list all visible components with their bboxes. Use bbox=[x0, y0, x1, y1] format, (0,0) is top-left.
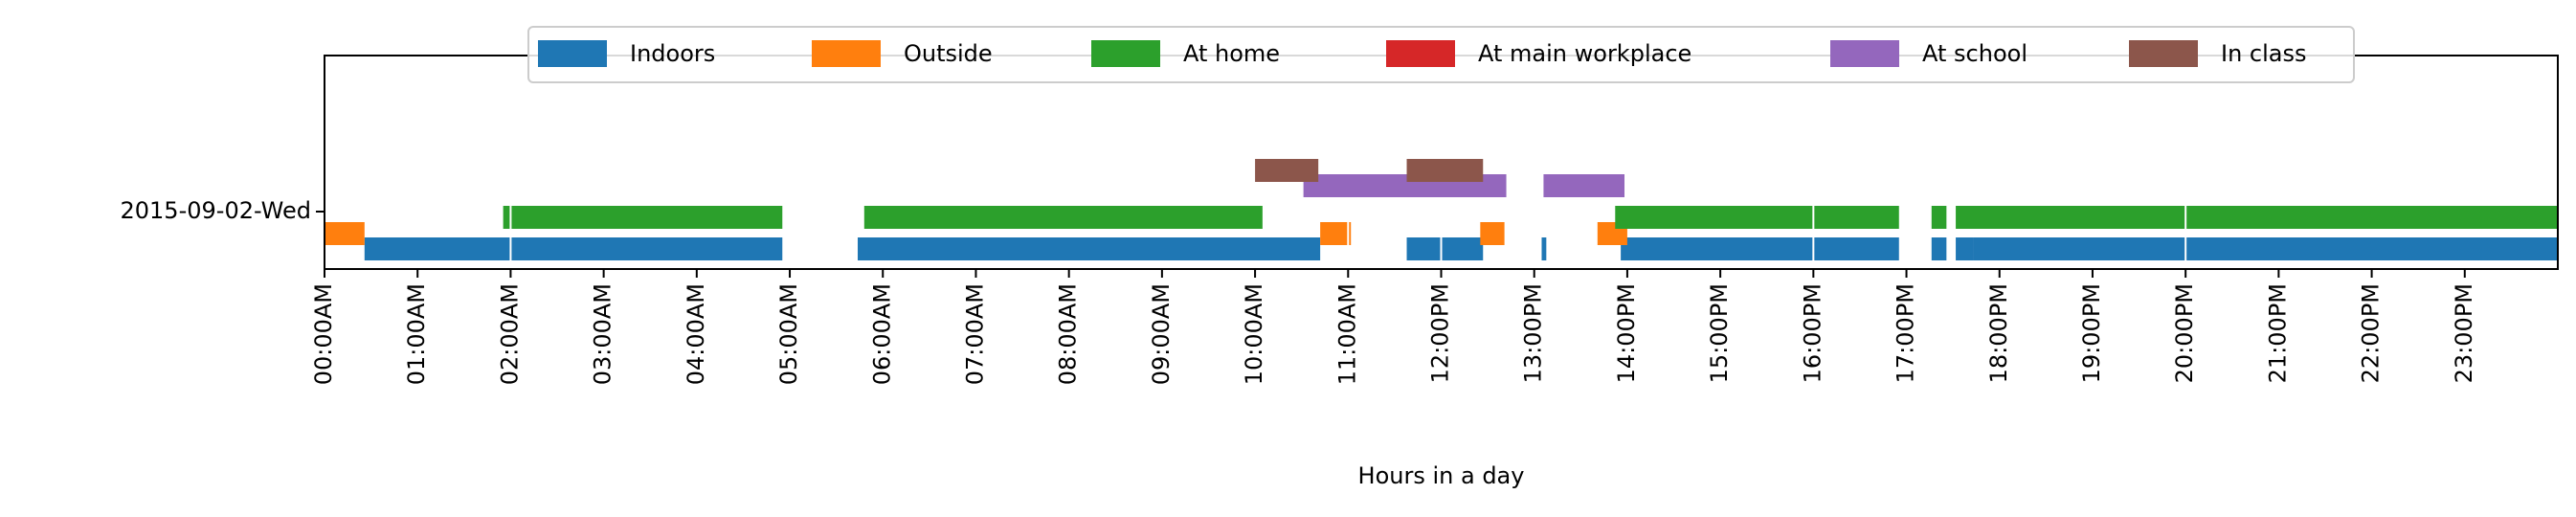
legend-label-at-main-workplace: At main workplace bbox=[1478, 40, 1691, 67]
x-tick-label: 13:00PM bbox=[1520, 283, 1547, 383]
bar-indoors-6 bbox=[1956, 237, 1974, 260]
bar-outside-1 bbox=[1320, 222, 1352, 245]
x-tick-label: 02:00AM bbox=[496, 283, 523, 385]
bar-at-home-0 bbox=[503, 206, 783, 229]
bar-at-home-1 bbox=[863, 206, 1263, 229]
x-axis: 00:00AM 01:00AM 02:00AM 03:00AM 04:00AM 05:00… bbox=[310, 269, 2477, 385]
bar-indoors-0 bbox=[364, 237, 783, 260]
bar-in-class-1 bbox=[1406, 159, 1484, 182]
legend-label-at-home: At home bbox=[1183, 40, 1280, 67]
bars-layer bbox=[325, 159, 2558, 264]
x-tick-label: 17:00PM bbox=[1893, 283, 1919, 383]
legend-swatch-at-main-workplace bbox=[1386, 40, 1455, 67]
x-tick-label: 11:00AM bbox=[1333, 283, 1360, 385]
x-tick-label: 01:00AM bbox=[403, 283, 430, 385]
bar-indoors-1 bbox=[858, 237, 1321, 260]
bar-outside-2 bbox=[1480, 222, 1505, 245]
legend-label-at-school: At school bbox=[1922, 40, 2027, 67]
x-tick-label: 20:00PM bbox=[2171, 283, 2198, 383]
x-tick-label: 19:00PM bbox=[2078, 283, 2105, 383]
legend-swatch-at-home bbox=[1091, 40, 1160, 67]
x-tick-label: 00:00AM bbox=[310, 283, 337, 385]
legend-swatch-in-class bbox=[2129, 40, 2198, 67]
x-tick-label: 16:00PM bbox=[1799, 283, 1826, 383]
bar-outside-0 bbox=[325, 222, 365, 245]
legend-swatch-at-school bbox=[1830, 40, 1899, 67]
bar-indoors-5 bbox=[1931, 237, 1947, 260]
x-tick-label: 22:00PM bbox=[2358, 283, 2385, 383]
bar-at-home-2 bbox=[1615, 206, 1899, 229]
legend-label-outside: Outside bbox=[904, 40, 993, 67]
legend-swatch-outside bbox=[812, 40, 881, 67]
legend-label-indoors: Indoors bbox=[630, 40, 715, 67]
x-tick-label: 04:00AM bbox=[683, 283, 709, 385]
x-tick-label: 06:00AM bbox=[868, 283, 895, 385]
bar-at-home-4 bbox=[1956, 206, 2558, 229]
bar-indoors-3 bbox=[1541, 237, 1547, 260]
legend-swatch-indoors bbox=[538, 40, 607, 67]
bar-at-school-1 bbox=[1543, 174, 1625, 197]
bar-indoors-4 bbox=[1621, 237, 1899, 260]
legend-label-in-class: In class bbox=[2221, 40, 2307, 67]
x-tick-label: 23:00PM bbox=[2451, 283, 2477, 383]
y-tick-label: 2015-09-02-Wed bbox=[121, 197, 312, 224]
x-tick-label: 08:00AM bbox=[1055, 283, 1082, 385]
x-tick-label: 15:00PM bbox=[1706, 283, 1733, 383]
x-tick-label: 14:00PM bbox=[1613, 283, 1640, 383]
x-tick-label: 05:00AM bbox=[775, 283, 802, 385]
x-tick-label: 12:00PM bbox=[1427, 283, 1454, 383]
y-axis: 2015-09-02-Wed bbox=[121, 197, 325, 224]
x-tick-label: 07:00AM bbox=[961, 283, 988, 385]
bar-indoors-2 bbox=[1406, 237, 1484, 260]
bar-in-class-0 bbox=[1255, 159, 1319, 182]
x-tick-label: 21:00PM bbox=[2264, 283, 2291, 383]
legend: Indoors Outside At home At main workplace At… bbox=[527, 26, 2355, 83]
x-axis-title: Hours in a day bbox=[1358, 462, 1525, 489]
bar-at-home-3 bbox=[1931, 206, 1947, 229]
x-tick-label: 10:00AM bbox=[1241, 283, 1267, 385]
x-tick-label: 18:00PM bbox=[1985, 283, 2012, 383]
bar-indoors-7 bbox=[1973, 237, 2558, 260]
x-tick-label: 09:00AM bbox=[1148, 283, 1175, 385]
x-tick-label: 03:00AM bbox=[590, 283, 616, 385]
